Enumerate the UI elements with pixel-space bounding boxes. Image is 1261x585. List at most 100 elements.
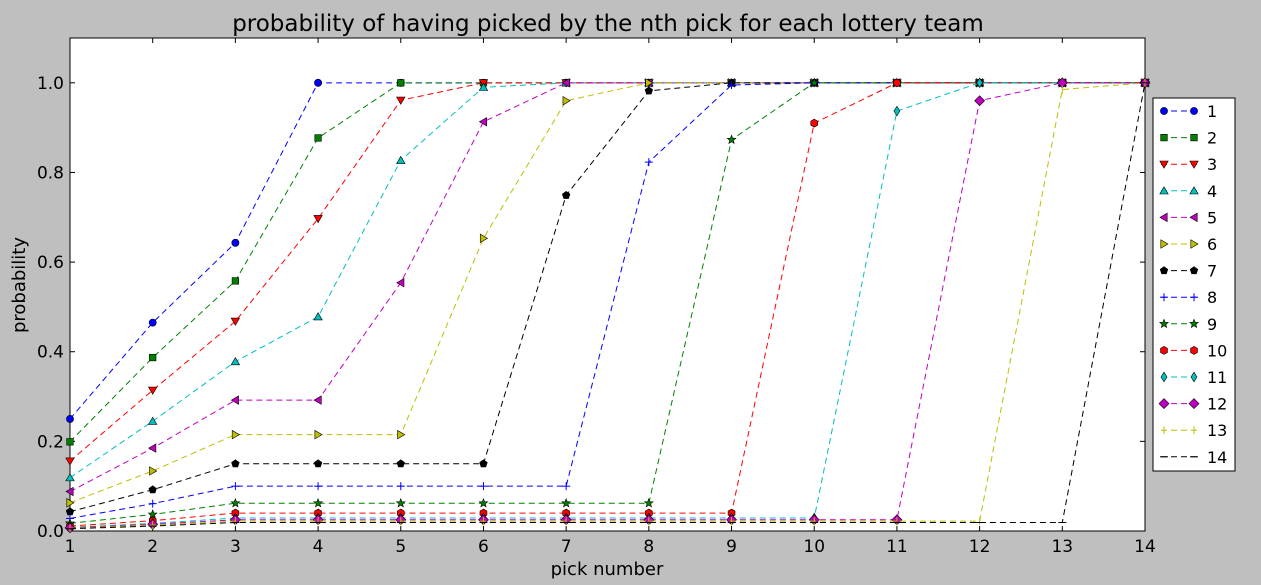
x-tick-label: 5 (395, 537, 406, 557)
series-1-point (148, 318, 157, 327)
series-5-point (148, 443, 157, 453)
series-12-point (974, 95, 986, 107)
y-tick-label: 0.6 (37, 253, 64, 273)
series-11-point (976, 77, 983, 89)
series-12-line (69, 82, 1145, 529)
legend-entry-2: 2 (1160, 129, 1217, 148)
series-2-point (231, 277, 239, 285)
plot-area (69, 37, 1146, 532)
series-10-line (69, 82, 1145, 527)
x-tick-label: 11 (886, 537, 908, 557)
series-6-point (66, 498, 75, 508)
legend-label: 8 (1207, 288, 1217, 307)
legend-marker (1190, 239, 1199, 249)
series-11-line (69, 82, 1145, 528)
series-7-point (561, 190, 571, 199)
y-tick-label: 0.2 (37, 432, 64, 452)
series-9-point (395, 497, 406, 508)
legend-entry-14: 14 (1160, 448, 1227, 467)
y-tick-label: 0.0 (37, 522, 64, 542)
series-4-point (313, 312, 323, 321)
legend-entry-11: 11 (1160, 368, 1227, 387)
series-3-point (396, 96, 406, 105)
axis-ticks: 1 2 3 4 5 6 7 8 9 10 11 12 13 140.00.20.40.60.81.0 (37, 38, 1156, 557)
legend-marker (1160, 293, 1168, 302)
x-tick-label: 9 (726, 537, 737, 557)
legend (1152, 97, 1236, 472)
legend-marker (1159, 212, 1168, 223)
series-7-point (644, 86, 654, 95)
legend-entry-10: 10 (1160, 341, 1227, 360)
series-5-point (396, 277, 405, 288)
series-2-point (314, 134, 322, 142)
legend-marker (1189, 160, 1199, 169)
legend-marker (1190, 107, 1198, 115)
y-tick-label: 0.4 (37, 343, 64, 363)
series-8-point (644, 158, 653, 167)
series-3-point (147, 386, 158, 395)
series-1-point (66, 415, 74, 423)
x-tick-label: 14 (1134, 537, 1156, 557)
y-axis-label: probability (9, 237, 30, 333)
legend-label: 14 (1207, 448, 1227, 467)
series-3-point (230, 317, 241, 326)
legend-marker (1189, 266, 1199, 275)
legend-entry-6: 6 (1160, 235, 1217, 254)
series-9-point (809, 77, 820, 88)
series-6-point (397, 429, 406, 440)
series-4-point (478, 82, 489, 91)
series-5-point (313, 395, 322, 405)
legend-entry-8: 8 (1160, 288, 1217, 307)
series-8-point (479, 482, 488, 491)
series-6-point (314, 429, 323, 440)
legend-marker (1159, 266, 1169, 275)
x-tick-label: 7 (561, 537, 572, 557)
legend-marker (1160, 346, 1168, 355)
series-5-point (478, 117, 487, 127)
legend-entry-3: 3 (1159, 155, 1217, 174)
series-1-point (314, 78, 322, 87)
legend-marker (1160, 371, 1168, 383)
series-7-point (396, 459, 405, 468)
legend-entry-5: 5 (1159, 208, 1217, 227)
legend-label: 6 (1207, 235, 1217, 254)
x-tick-label: 12 (969, 537, 991, 557)
legend-entry-1: 1 (1160, 102, 1217, 121)
series-5-point (561, 78, 570, 88)
legend-label: 10 (1207, 341, 1227, 360)
series-10-point (893, 78, 901, 88)
legend-marker (1189, 212, 1198, 223)
series-4-point (230, 356, 241, 366)
chart-title: probability of having picked by the nth … (232, 11, 984, 37)
series-14 (66, 82, 1149, 530)
x-tick-label: 3 (230, 537, 241, 557)
series-6-line (69, 82, 1145, 504)
legend-label: 13 (1207, 421, 1227, 440)
x-tick-label: 8 (643, 537, 654, 557)
series-5-point (65, 486, 74, 497)
x-tick-label: 10 (803, 537, 825, 557)
series-6-point (149, 466, 158, 476)
series-5-point (230, 395, 239, 405)
series-11-point (893, 105, 901, 117)
series-8-point (231, 482, 240, 491)
legend-marker (1190, 371, 1198, 383)
x-tick-label: 4 (313, 537, 324, 557)
series-14-line (69, 82, 1146, 530)
legend-marker (1188, 398, 1200, 410)
series-9-point (230, 497, 241, 508)
series-2-point (397, 79, 405, 87)
series-9-point (643, 497, 654, 508)
series-7-point (313, 459, 323, 468)
series-10-point (810, 118, 818, 128)
y-tick-label: 1.0 (37, 74, 64, 94)
series-13-line (69, 82, 1146, 529)
legend-label: 7 (1207, 262, 1217, 281)
y-tick-label: 0.8 (37, 163, 64, 183)
legend-marker (1190, 293, 1198, 302)
series-layer (64, 77, 1151, 534)
series-6-point (562, 96, 571, 106)
series-8-point (396, 482, 405, 491)
series-7-point (479, 459, 488, 468)
